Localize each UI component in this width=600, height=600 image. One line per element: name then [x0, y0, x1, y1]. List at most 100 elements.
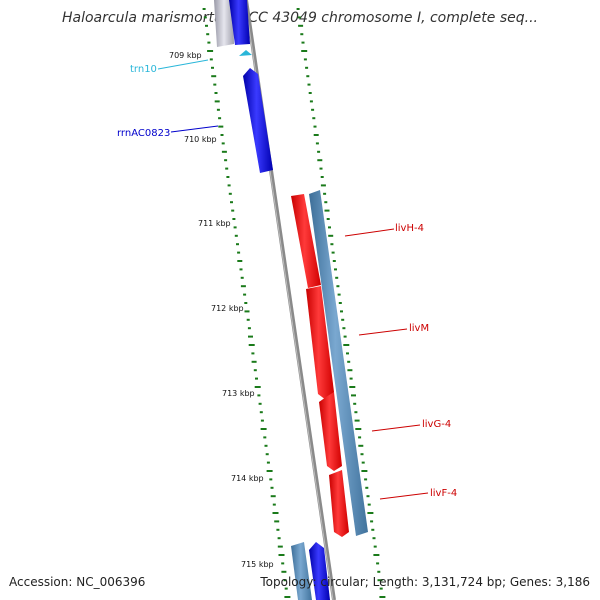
gene-red-3[interactable] [319, 392, 342, 471]
gene-red-1[interactable] [291, 194, 321, 288]
gc-dash [272, 512, 279, 514]
label-line-livH-4 [344, 228, 395, 237]
gene-red-2[interactable] [306, 286, 334, 400]
gc-dash [361, 470, 368, 472]
gc-dash [211, 66, 214, 69]
gc-dash [370, 520, 374, 523]
gc-dash [220, 134, 224, 136]
gene-label-livM[interactable]: livM [409, 323, 429, 334]
gc-dash [265, 453, 269, 456]
partial-gene-blue-top[interactable] [229, 0, 250, 45]
gc-dash [277, 545, 283, 548]
gc-dash [216, 108, 220, 111]
tick-label: 712 kbp [211, 304, 244, 313]
gc-dash [320, 176, 324, 178]
partial-gene-blue-bottom[interactable] [309, 542, 330, 600]
gc-dash [360, 453, 364, 456]
gc-dash [324, 201, 328, 204]
gene-label-trn10[interactable]: trn10 [130, 64, 157, 75]
gene-label-livF-4[interactable]: livF-4 [430, 488, 457, 499]
gc-dash [336, 285, 340, 288]
gc-dash [209, 58, 213, 61]
gc-dash [231, 209, 235, 212]
gc-dash [225, 167, 229, 170]
gc-content-track [202, 8, 386, 598]
gc-dash [203, 16, 207, 19]
gc-dash [351, 394, 356, 397]
gc-dash [296, 8, 300, 10]
gc-dash [308, 92, 312, 94]
gc-dash [377, 570, 381, 573]
gc-dash [315, 142, 319, 145]
gc-dash [240, 276, 244, 279]
gc-dash [373, 554, 380, 556]
gc-dash [251, 360, 257, 363]
gc-dash [349, 377, 353, 380]
gc-dash [253, 369, 257, 372]
gc-dash [281, 570, 287, 573]
gc-dash [227, 184, 231, 187]
gc-dash [239, 268, 243, 271]
gc-dash [248, 344, 255, 346]
gc-dash [324, 209, 330, 212]
partial-gene-grey[interactable] [214, 0, 234, 47]
gc-dash [248, 335, 253, 338]
gc-dash [281, 562, 285, 565]
gc-dash [347, 360, 351, 363]
gc-dash [341, 318, 345, 321]
tick-label: 715 kbp [241, 560, 274, 569]
accession-text: Accession: NC_006396 [9, 575, 146, 589]
gc-dash [232, 218, 236, 220]
gene-steel-long[interactable] [309, 190, 368, 536]
gc-dash [255, 377, 258, 380]
gc-dash [240, 285, 246, 288]
gene-rrnAC0823[interactable] [243, 68, 273, 173]
gc-dash [358, 436, 362, 439]
gc-dash [323, 192, 327, 195]
tick-label: 711 kbp [198, 219, 231, 228]
gc-dash [284, 587, 288, 590]
gc-dash [371, 528, 375, 531]
label-line-livF-4 [379, 492, 429, 500]
gc-dash [358, 444, 364, 447]
gene-label-livH-4[interactable]: livH-4 [395, 223, 424, 234]
gc-dash [207, 41, 211, 44]
gene-label-livG-4[interactable]: livG-4 [422, 419, 451, 430]
gc-dash [263, 436, 267, 439]
gc-dash [228, 192, 232, 195]
gc-dash [379, 587, 383, 590]
gc-dash [343, 335, 347, 338]
tick-label: 709 kbp [169, 51, 202, 60]
gc-dash [224, 159, 228, 162]
gc-dash [213, 83, 217, 86]
gc-dash [319, 167, 323, 170]
gc-dash [309, 100, 313, 103]
gc-dash [306, 75, 310, 78]
gc-dash [335, 276, 339, 279]
gc-dash [338, 302, 342, 304]
kbp-tick-labels: 709 kbp 710 kbp 711 kbp 712 kbp 713 kbp … [169, 51, 274, 569]
gc-dash [328, 226, 331, 229]
gc-dash [246, 318, 250, 321]
gc-dash [342, 327, 346, 330]
gc-dash [337, 293, 341, 296]
gc-dash [221, 150, 227, 153]
partial-gene-steel-bottom[interactable] [291, 542, 312, 600]
gc-dash [278, 554, 285, 556]
gc-dash [366, 495, 370, 498]
gene-trn10[interactable] [239, 50, 252, 56]
gc-dash [331, 251, 335, 254]
gc-dash [207, 50, 214, 52]
gc-dash [214, 100, 220, 103]
gc-dash [272, 503, 276, 506]
gc-dash [298, 24, 304, 27]
gene-label-rrnAC0823[interactable]: rrnAC0823 [117, 128, 170, 139]
gc-dash [276, 528, 280, 531]
gc-dash [340, 310, 343, 313]
gc-dash [313, 125, 317, 128]
label-line-livM [358, 328, 408, 336]
gc-dash [244, 310, 250, 313]
gc-dash [284, 596, 291, 598]
gene-red-4[interactable] [329, 470, 349, 537]
